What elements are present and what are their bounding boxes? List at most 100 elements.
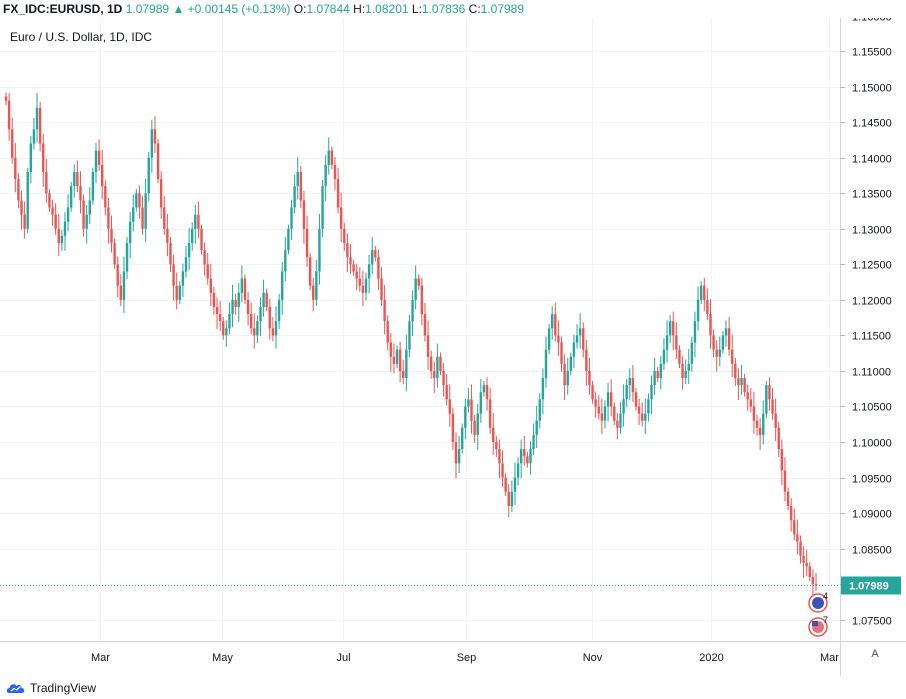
candle [308, 252, 312, 290]
candle [132, 194, 135, 232]
candle [594, 391, 597, 418]
time-tick-label: Nov [583, 652, 603, 664]
candle [414, 265, 417, 310]
candle [240, 265, 244, 303]
time-tick-label: Jul [336, 652, 350, 664]
candle [104, 180, 107, 216]
footer: TradingView [0, 676, 906, 699]
candle [73, 164, 76, 198]
candle [181, 263, 185, 298]
candle [727, 316, 731, 356]
candle [411, 290, 414, 337]
candle [57, 213, 60, 257]
candle [696, 286, 700, 331]
candle [101, 149, 104, 200]
candle [302, 190, 306, 244]
last-price-label: 1.07989 [841, 576, 901, 595]
candle [281, 261, 284, 315]
candle [119, 274, 123, 306]
candle [259, 297, 262, 337]
candle [681, 356, 684, 390]
candle [293, 174, 296, 214]
candle [675, 322, 678, 360]
price-tick-label: 1.12500 [852, 260, 892, 272]
candle [318, 213, 321, 285]
candle [473, 414, 476, 443]
price-tick-label: 1.14500 [852, 118, 892, 130]
candle [69, 181, 73, 212]
candle [538, 393, 541, 429]
time-tick-label: 2020 [699, 652, 723, 664]
candle [436, 343, 439, 388]
candle [371, 236, 374, 274]
us-event-flag[interactable]: 7 [808, 615, 828, 637]
candle [26, 167, 29, 234]
candle [799, 535, 802, 564]
candle [585, 340, 588, 386]
candle [60, 229, 64, 251]
candle [352, 260, 355, 276]
price-tick-label: 1.14000 [852, 154, 892, 166]
auto-scale-button[interactable]: A [866, 645, 884, 663]
candle [712, 329, 715, 358]
last-price: 1.07989 [125, 2, 170, 16]
price-axis[interactable]: 1.160001.155001.150001.145001.140001.135… [840, 12, 892, 628]
price-chart[interactable]: 1.160001.155001.150001.145001.140001.135… [0, 0, 906, 676]
candle [501, 450, 504, 488]
candle [749, 388, 753, 413]
candle [206, 252, 209, 285]
candle [616, 412, 619, 440]
candle [572, 334, 576, 369]
candle [476, 404, 479, 450]
candles [4, 92, 818, 596]
candle [479, 379, 483, 424]
candle [495, 435, 498, 457]
candle [268, 299, 271, 340]
candle [324, 155, 327, 202]
low-value: 1.07836 [421, 2, 466, 16]
candle [600, 398, 604, 434]
candle [355, 263, 358, 290]
price-tick-label: 1.07500 [852, 616, 892, 628]
tradingview-cloud-icon [6, 684, 25, 693]
candle [287, 224, 290, 255]
candle [665, 320, 669, 363]
time-tick-label: May [212, 652, 233, 664]
price-tick-label: 1.13000 [852, 225, 892, 237]
close-value: 1.07989 [480, 2, 525, 16]
eu-event-flag[interactable]: 4 [808, 591, 828, 613]
candle [672, 311, 675, 351]
candle [156, 139, 160, 184]
candle [634, 388, 638, 411]
tradingview-logo[interactable]: TradingView [6, 679, 96, 697]
candle [284, 236, 287, 282]
open-value: 1.07844 [306, 2, 350, 16]
candle [231, 284, 234, 328]
candle [662, 338, 666, 370]
chart-title: Euro / U.S. Dollar, 1D, IDC [10, 30, 152, 44]
time-axis[interactable]: Mar May Jul Sep Nov 2020 Mar [91, 652, 839, 664]
candle [253, 313, 256, 349]
candle [339, 192, 343, 242]
candle [551, 306, 554, 340]
candle [274, 306, 278, 349]
candle [63, 212, 67, 251]
symbol-name[interactable]: FX_IDC:EURUSD, 1D [3, 2, 123, 16]
candle [492, 412, 495, 456]
candle [175, 272, 178, 310]
candle [91, 167, 95, 205]
candle [113, 238, 116, 269]
candle [668, 315, 672, 344]
candle [706, 288, 709, 321]
candle [330, 146, 334, 170]
candle [507, 483, 510, 518]
candle [150, 119, 154, 173]
time-tick-label: Mar [91, 652, 110, 664]
candle [591, 380, 594, 404]
candle [575, 324, 579, 349]
candle [234, 293, 237, 315]
candle [433, 361, 436, 393]
candle [597, 395, 600, 420]
candle [296, 157, 299, 200]
open-label: O: [293, 2, 307, 16]
